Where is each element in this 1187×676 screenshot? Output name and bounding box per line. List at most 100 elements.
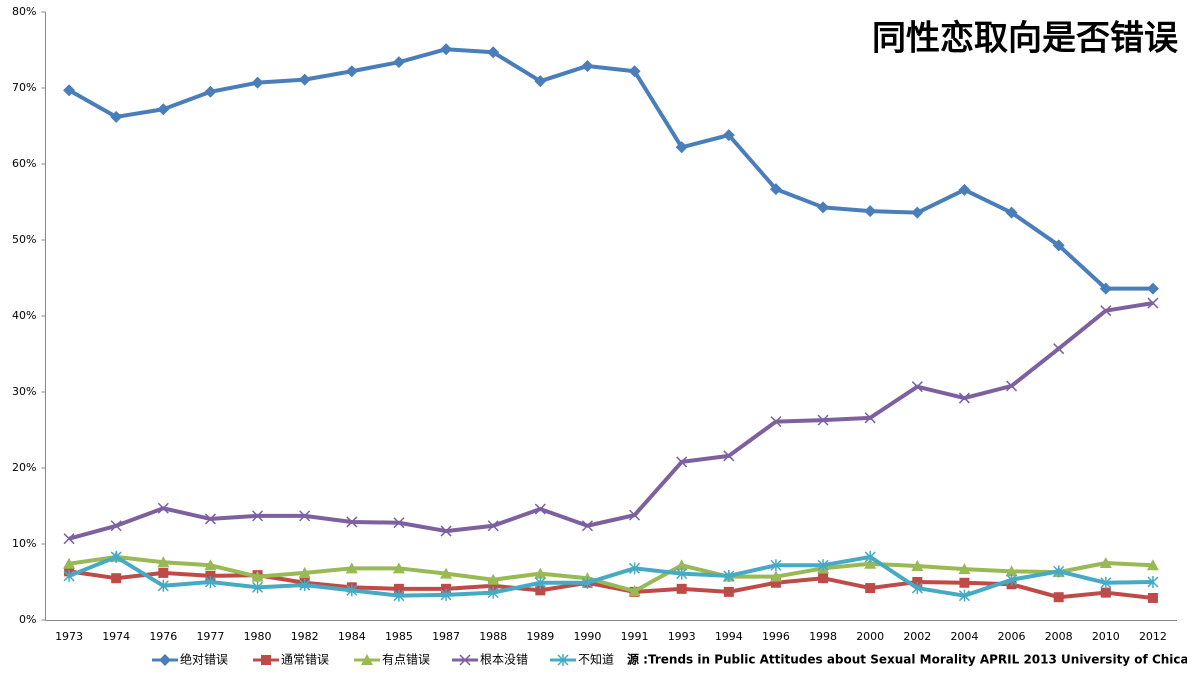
data-point bbox=[1100, 587, 1111, 598]
data-point bbox=[111, 573, 122, 584]
data-point bbox=[581, 520, 593, 532]
data-point bbox=[1006, 573, 1018, 586]
x-tick-label: 1994 bbox=[715, 630, 743, 643]
x-tick-label: 1976 bbox=[149, 630, 177, 643]
data-point bbox=[723, 450, 735, 462]
data-point bbox=[393, 583, 404, 594]
data-point bbox=[1146, 282, 1159, 295]
data-point bbox=[110, 520, 122, 532]
data-point bbox=[1099, 282, 1112, 295]
x-tick-label: 2010 bbox=[1092, 630, 1120, 643]
data-point bbox=[723, 569, 735, 582]
data-point bbox=[1100, 305, 1112, 317]
data-point bbox=[157, 103, 170, 116]
data-point bbox=[958, 183, 971, 196]
data-point bbox=[487, 46, 500, 59]
y-tick-label: 70% bbox=[12, 81, 36, 94]
data-point bbox=[440, 43, 453, 56]
y-tick-label: 10% bbox=[12, 537, 36, 550]
data-point bbox=[1005, 565, 1018, 577]
data-point bbox=[581, 576, 593, 589]
y-tick-label: 80% bbox=[12, 5, 36, 18]
data-point bbox=[534, 576, 546, 589]
data-point bbox=[958, 392, 970, 404]
data-point bbox=[63, 84, 76, 97]
data-point bbox=[1005, 206, 1018, 219]
chart-title: 同性恋取向是否错误 bbox=[872, 19, 1178, 59]
data-point bbox=[157, 502, 169, 514]
series-line bbox=[68, 301, 1154, 541]
data-point bbox=[440, 525, 452, 537]
y-tick-label: 40% bbox=[12, 309, 36, 322]
data-point bbox=[440, 588, 452, 601]
series-line bbox=[68, 47, 1153, 291]
legend-marker bbox=[459, 654, 471, 666]
data-point bbox=[534, 503, 546, 515]
source: 源 :Trends in Public Attitudes about Sexu… bbox=[627, 652, 1187, 667]
data-point bbox=[1146, 559, 1159, 571]
data-point bbox=[487, 520, 499, 532]
data-point bbox=[346, 584, 358, 597]
data-point bbox=[204, 85, 217, 98]
data-point bbox=[912, 577, 923, 587]
data-point bbox=[393, 589, 405, 602]
data-point bbox=[865, 583, 876, 594]
legend-label: 有点错误 bbox=[382, 653, 430, 667]
data-point bbox=[1053, 343, 1065, 355]
y-tick-label: 0% bbox=[19, 613, 36, 626]
data-point bbox=[393, 517, 405, 529]
data-point bbox=[911, 560, 924, 572]
data-point bbox=[769, 183, 782, 196]
data-point bbox=[911, 582, 923, 595]
data-point bbox=[911, 381, 923, 393]
data-point bbox=[298, 566, 311, 578]
x-tick-label: 1980 bbox=[244, 630, 272, 643]
data-point bbox=[1006, 380, 1018, 392]
data-point bbox=[959, 577, 970, 588]
x-tick-label: 1990 bbox=[573, 630, 601, 643]
data-point bbox=[675, 559, 688, 571]
data-point bbox=[346, 516, 358, 528]
data-point bbox=[487, 586, 499, 599]
legend-label: 绝对错误 bbox=[180, 652, 228, 667]
data-point bbox=[628, 585, 641, 597]
data-point bbox=[252, 510, 264, 522]
data-point bbox=[911, 206, 924, 219]
data-point bbox=[157, 579, 169, 592]
x-tick-label: 1974 bbox=[102, 630, 130, 643]
data-point bbox=[441, 583, 452, 594]
legend-marker bbox=[159, 654, 171, 666]
data-point bbox=[676, 567, 688, 580]
y-tick-label: 50% bbox=[12, 233, 36, 246]
legend-marker bbox=[261, 655, 271, 665]
data-point bbox=[1147, 576, 1159, 588]
y-tick-label: 20% bbox=[12, 461, 36, 474]
legend-marker bbox=[361, 654, 373, 665]
data-point bbox=[864, 412, 876, 424]
x-tick-label: 1973 bbox=[55, 630, 83, 643]
x-tick-label: 1985 bbox=[385, 630, 413, 643]
data-point bbox=[675, 141, 688, 154]
data-point bbox=[864, 550, 876, 563]
data-point bbox=[63, 533, 75, 545]
data-point bbox=[204, 513, 216, 525]
y-tick-label: 60% bbox=[12, 157, 36, 170]
data-point bbox=[488, 580, 499, 591]
x-tick-label: 1987 bbox=[432, 630, 460, 643]
x-tick-label: 2002 bbox=[903, 630, 931, 643]
legend-label: 不知道 bbox=[578, 653, 614, 667]
data-point bbox=[440, 567, 453, 579]
data-point bbox=[1100, 576, 1112, 589]
data-point bbox=[110, 550, 122, 563]
x-tick-label: 1989 bbox=[526, 630, 554, 643]
x-tick-label: 2008 bbox=[1045, 630, 1073, 643]
data-point bbox=[1147, 592, 1158, 603]
data-point bbox=[676, 456, 688, 468]
data-point bbox=[629, 509, 641, 521]
data-point bbox=[676, 583, 687, 594]
data-point bbox=[345, 562, 358, 574]
data-point bbox=[629, 562, 641, 575]
data-point bbox=[864, 557, 877, 569]
data-point bbox=[1052, 239, 1065, 252]
data-point bbox=[581, 59, 594, 72]
